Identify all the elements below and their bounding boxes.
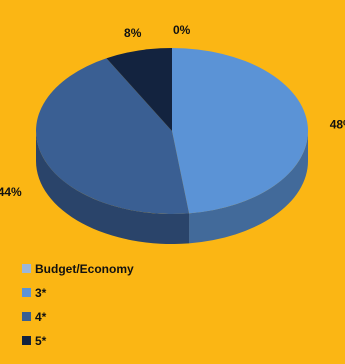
legend-item: 4* [22, 309, 134, 324]
chart-legend: Budget/Economy 3* 4* 5* [22, 262, 134, 358]
legend-swatch [22, 336, 31, 345]
legend-item: 3* [22, 285, 134, 300]
slice-label-2: 8% [124, 26, 142, 40]
legend-label: 5* [35, 333, 47, 348]
pie-slice-0 [172, 48, 309, 214]
pie-chart: 48% 44% 8% 0% [0, 23, 345, 244]
legend-label: 3* [35, 285, 47, 300]
legend-item: 5* [22, 333, 134, 348]
pie-side-1 [36, 131, 190, 244]
legend-swatch [22, 312, 31, 321]
slice-label-0: 48% [330, 118, 345, 132]
pie-side-0 [189, 131, 308, 244]
slice-label-1: 44% [0, 185, 22, 199]
legend-swatch [22, 264, 31, 273]
pie-slice-1 [36, 58, 190, 215]
legend-label: Budget/Economy [35, 261, 134, 276]
pie-slice-2 [106, 48, 172, 131]
legend-item: Budget/Economy [22, 261, 134, 276]
legend-swatch [22, 288, 31, 297]
slice-label-3: 0% [173, 23, 191, 37]
legend-label: 4* [35, 309, 47, 324]
